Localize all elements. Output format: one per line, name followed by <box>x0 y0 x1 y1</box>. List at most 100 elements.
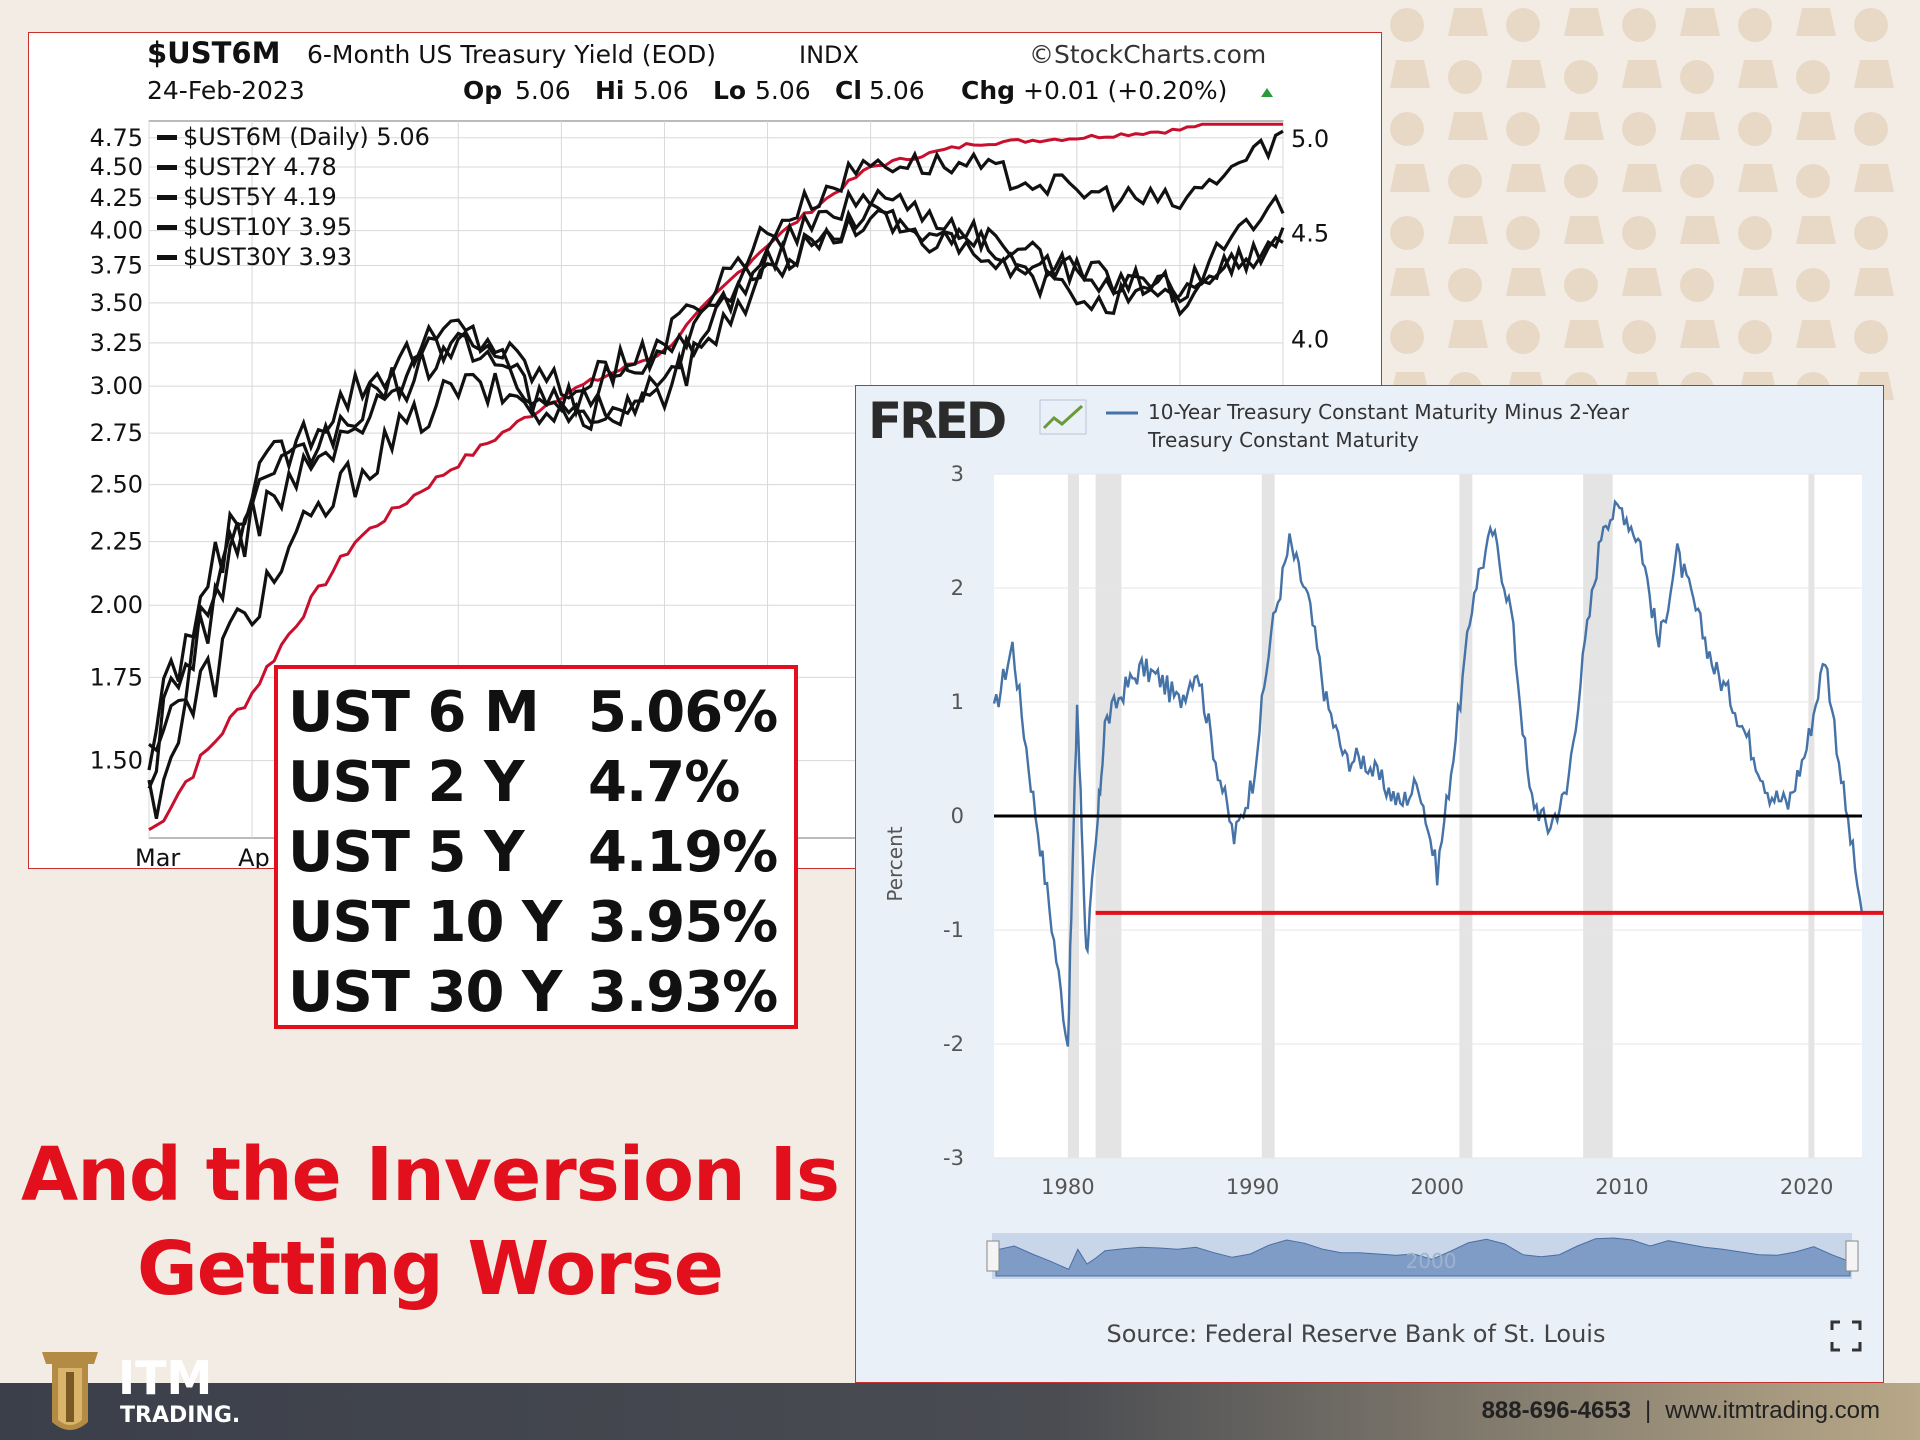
pattern-shape <box>1738 60 1778 88</box>
pattern-shape <box>1506 60 1546 88</box>
yield-value: 4.7% <box>588 749 740 815</box>
pattern-shape <box>1854 164 1894 192</box>
yield-row: UST 5 Y 4.19% <box>288 817 794 887</box>
y-tick-label: 2 <box>951 576 964 600</box>
pattern-shape <box>1448 8 1488 36</box>
footer-bar <box>0 1383 1920 1440</box>
pattern-shape <box>1738 8 1772 42</box>
y2-tick-label: 4.0 <box>1291 326 1329 354</box>
pattern-shape <box>1680 320 1720 348</box>
pattern-shape <box>1738 164 1778 192</box>
pattern-shape <box>1564 320 1604 348</box>
pattern-shape <box>1796 112 1836 140</box>
itm-trading-logo: ITM TRADING. <box>42 1351 240 1430</box>
pattern-shape <box>1506 164 1546 192</box>
hi-value: 5.06 <box>633 76 689 105</box>
website-link[interactable]: www.itmtrading.com <box>1665 1397 1880 1424</box>
navigator-left-handle[interactable] <box>986 1240 1000 1272</box>
range-navigator[interactable]: 2000 <box>986 1233 1859 1279</box>
pattern-shape <box>1622 320 1656 354</box>
pattern-shape <box>1448 268 1482 302</box>
lo-value: 5.06 <box>755 76 811 105</box>
pattern-shape <box>1448 60 1482 94</box>
y-tick-label: -1 <box>943 918 964 942</box>
pattern-shape <box>1564 164 1598 198</box>
y-tick-label: 3.25 <box>90 329 143 357</box>
pattern-shape <box>1622 268 1662 296</box>
op-label: Op <box>463 76 502 105</box>
series-line <box>148 187 1285 753</box>
pattern-shape <box>1796 164 1830 198</box>
ohlc-readout: Op 5.06 Hi 5.06 Lo 5.06 Cl 5.06 Chg +0.0… <box>463 76 1273 105</box>
footer-contact: 888-696-4653 | www.itmtrading.com <box>1482 1397 1880 1425</box>
pattern-shape <box>1448 164 1482 198</box>
yield-value: 3.95% <box>588 889 778 955</box>
navigator-series <box>995 1237 1851 1277</box>
fullscreen-icon[interactable] <box>1830 1320 1862 1352</box>
hi-label: Hi <box>595 76 625 105</box>
x-tick-label: Mar <box>135 844 180 868</box>
y-tick-label: 4.75 <box>90 124 143 152</box>
series-title-line2: Treasury Constant Maturity <box>1147 428 1419 452</box>
fred-panel: FRED 10-Year Treasury Constant Maturity … <box>855 385 1892 1383</box>
legend-item: $UST5Y 4.19 <box>183 183 337 211</box>
cl-value: 5.06 <box>869 76 925 105</box>
pattern-shape <box>1854 60 1894 88</box>
legend-swatch <box>157 135 177 140</box>
pattern-shape <box>1506 216 1540 250</box>
yield-name: UST 5 Y <box>288 819 525 885</box>
legend-swatch <box>157 165 177 170</box>
legend-swatch <box>157 195 177 200</box>
y-tick-label: 4.25 <box>90 184 143 212</box>
series-title-line1: 10-Year Treasury Constant Maturity Minus… <box>1148 400 1630 424</box>
pattern-shape <box>1622 112 1656 146</box>
pattern-shape <box>1390 164 1430 192</box>
up-arrow-icon <box>1261 88 1273 97</box>
pattern-shape <box>1680 112 1720 140</box>
yield-row: UST 6 M 5.06% <box>288 677 794 747</box>
y-tick-label: 3 <box>951 462 964 486</box>
series-line <box>147 208 1284 771</box>
y-tick-label: 2.00 <box>90 591 143 619</box>
pattern-shape <box>1680 164 1714 198</box>
source-note: Source: Federal Reserve Bank of St. Loui… <box>1107 1320 1606 1348</box>
pattern-shape <box>1564 268 1598 302</box>
pattern-shape <box>1390 8 1424 42</box>
decorative-pattern <box>1380 0 1920 400</box>
yield-row: UST 10 Y 3.95% <box>288 887 794 957</box>
series-line <box>147 129 1284 820</box>
pattern-shape <box>1796 320 1836 348</box>
pattern-shape <box>1854 268 1894 296</box>
yield-value: 5.06% <box>588 679 778 745</box>
pattern-shape <box>1448 112 1488 140</box>
stockcharts-brand: ©StockCharts.com <box>1029 40 1266 69</box>
op-value: 5.06 <box>515 76 571 105</box>
yield-summary-box: UST 6 M 5.06% UST 2 Y 4.7% UST 5 Y 4.19% US… <box>274 665 798 1029</box>
yield-name: UST 6 M <box>288 679 540 745</box>
yield-row: UST 30 Y 3.93% <box>288 957 794 1027</box>
chg-value: +0.01 (+0.20%) <box>1023 76 1227 105</box>
y-tick-label: 2.75 <box>90 419 143 447</box>
navigator-right-handle[interactable] <box>1845 1240 1859 1272</box>
pattern-shape <box>1854 112 1888 146</box>
phone-number[interactable]: 888-696-4653 <box>1481 1397 1632 1424</box>
legend-swatch <box>157 255 177 260</box>
pattern-shape <box>1564 60 1598 94</box>
pattern-shape <box>1738 112 1772 146</box>
y-tick-label: 1.50 <box>90 747 143 775</box>
x-tick-label: 2020 <box>1780 1175 1833 1199</box>
pattern-shape <box>1564 112 1604 140</box>
y-tick-label: 1.75 <box>90 663 143 691</box>
pattern-shape <box>1506 8 1540 42</box>
pattern-shape <box>1738 216 1772 250</box>
pattern-shape <box>1854 8 1888 42</box>
pattern-shape <box>1622 8 1656 42</box>
headline: And the Inversion Is Getting Worse <box>20 1128 840 1316</box>
pattern-shape <box>1390 216 1424 250</box>
y-tick-label: 3.00 <box>90 372 143 400</box>
y2-tick-label: 5.0 <box>1291 125 1329 153</box>
pattern-shape <box>1506 268 1546 296</box>
pattern-shape <box>1680 216 1720 244</box>
navigator-area <box>995 1237 1851 1277</box>
pattern-shape <box>1390 320 1424 354</box>
